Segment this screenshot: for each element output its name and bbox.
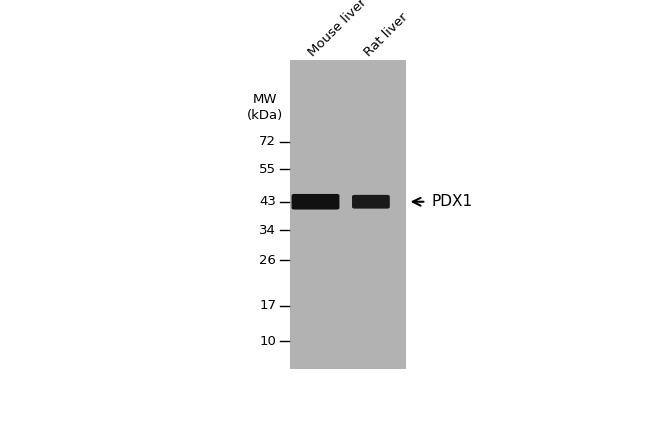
- Text: 72: 72: [259, 135, 276, 148]
- Text: MW
(kDa): MW (kDa): [247, 93, 283, 122]
- Text: Mouse liver: Mouse liver: [306, 0, 370, 59]
- FancyBboxPatch shape: [352, 195, 390, 208]
- FancyBboxPatch shape: [292, 194, 339, 210]
- Text: 17: 17: [259, 299, 276, 312]
- Text: 26: 26: [259, 254, 276, 267]
- Text: 34: 34: [259, 224, 276, 236]
- Text: Rat liver: Rat liver: [361, 10, 410, 59]
- Text: 55: 55: [259, 163, 276, 176]
- Bar: [291, 60, 406, 369]
- Text: PDX1: PDX1: [432, 194, 473, 209]
- Text: 10: 10: [259, 335, 276, 348]
- Ellipse shape: [297, 200, 333, 206]
- Ellipse shape: [357, 201, 385, 205]
- Text: 43: 43: [259, 195, 276, 208]
